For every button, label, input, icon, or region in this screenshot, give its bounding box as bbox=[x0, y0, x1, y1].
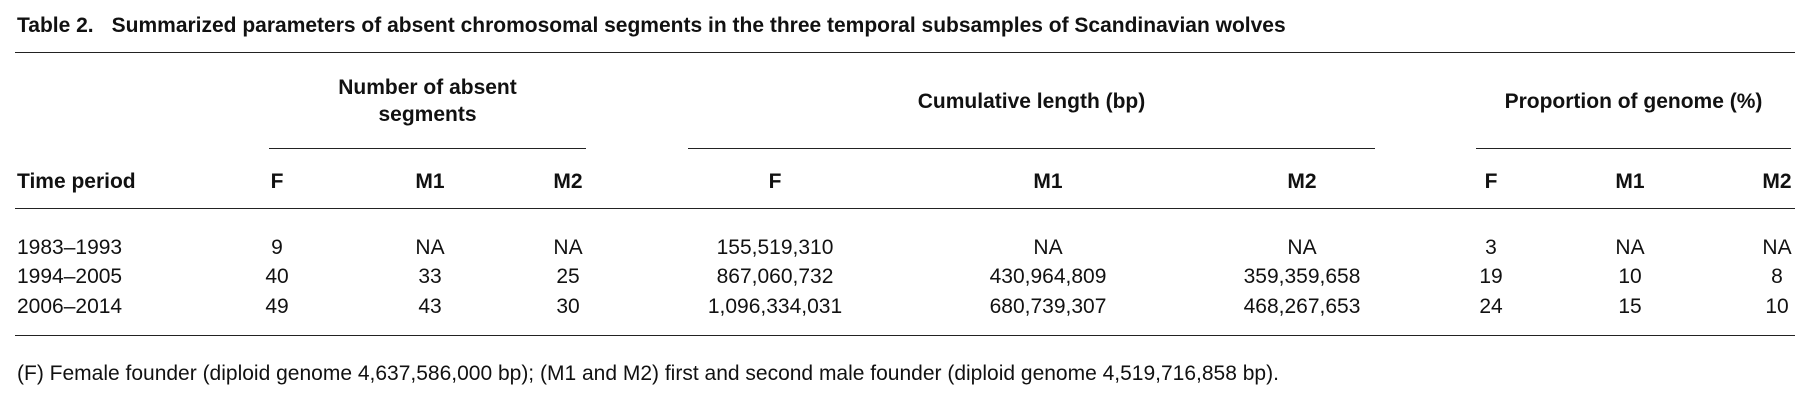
table-cell: 33 bbox=[418, 265, 442, 288]
table-cell: 1,096,334,031 bbox=[707, 295, 843, 318]
footnote: (F) Female founder (diploid genome 4,637… bbox=[17, 362, 1279, 385]
table-cell: 10 bbox=[1618, 265, 1642, 288]
group-header: Proportion of genome (%) bbox=[1504, 89, 1763, 113]
group-header: Cumulative length (bp) bbox=[917, 89, 1146, 113]
table-cell: 8 bbox=[1771, 265, 1783, 288]
group-rule bbox=[269, 148, 586, 149]
table-cell: 359,359,658 bbox=[1243, 265, 1361, 288]
table-cell: NA bbox=[1615, 236, 1645, 259]
column-header: M1 bbox=[1033, 170, 1063, 193]
table-cell: NA bbox=[1033, 236, 1063, 259]
table-cell: 49 bbox=[265, 295, 289, 318]
column-header: Time period bbox=[17, 170, 136, 193]
table-cell: 30 bbox=[556, 295, 580, 318]
column-header: M2 bbox=[1287, 170, 1317, 193]
table-cell: 1994–2005 bbox=[17, 265, 123, 288]
table-cell: 10 bbox=[1765, 295, 1789, 318]
table-cell: 40 bbox=[265, 265, 289, 288]
group-rule bbox=[1476, 148, 1791, 149]
column-header: M2 bbox=[1762, 170, 1792, 193]
group-rule bbox=[688, 148, 1375, 149]
table-cell: 468,267,653 bbox=[1243, 295, 1361, 318]
table-cell: NA bbox=[415, 236, 445, 259]
top-rule bbox=[15, 52, 1795, 53]
column-header: F bbox=[270, 170, 284, 193]
table-cell: 867,060,732 bbox=[716, 265, 834, 288]
table-cell: 24 bbox=[1479, 295, 1503, 318]
table-cell: NA bbox=[553, 236, 583, 259]
table-cell: 25 bbox=[556, 265, 580, 288]
table-cell: 15 bbox=[1618, 295, 1642, 318]
column-header: M1 bbox=[1615, 170, 1645, 193]
table-title: Summarized parameters of absent chromoso… bbox=[111, 14, 1286, 37]
table-cell: 155,519,310 bbox=[716, 236, 834, 259]
table-cell: 2006–2014 bbox=[17, 295, 123, 318]
table-cell: 9 bbox=[271, 236, 283, 259]
table-cell: 43 bbox=[418, 295, 442, 318]
group-header: Number of absent segments bbox=[338, 76, 517, 126]
table-label: Table 2. bbox=[17, 14, 94, 37]
header-rule bbox=[15, 208, 1795, 209]
table-cell: 430,964,809 bbox=[989, 265, 1107, 288]
table-cell: 1983–1993 bbox=[17, 236, 123, 259]
column-header: F bbox=[768, 170, 782, 193]
column-header: M1 bbox=[415, 170, 445, 193]
table-cell: 3 bbox=[1485, 236, 1497, 259]
column-header: M2 bbox=[553, 170, 583, 193]
table-cell: NA bbox=[1762, 236, 1792, 259]
bottom-rule bbox=[15, 335, 1795, 336]
table-title-block: Table 2. Summarized parameters of absent … bbox=[17, 14, 1286, 38]
table-cell: NA bbox=[1287, 236, 1317, 259]
table-cell: 19 bbox=[1479, 265, 1503, 288]
table-cell: 680,739,307 bbox=[989, 295, 1107, 318]
column-header: F bbox=[1484, 170, 1498, 193]
